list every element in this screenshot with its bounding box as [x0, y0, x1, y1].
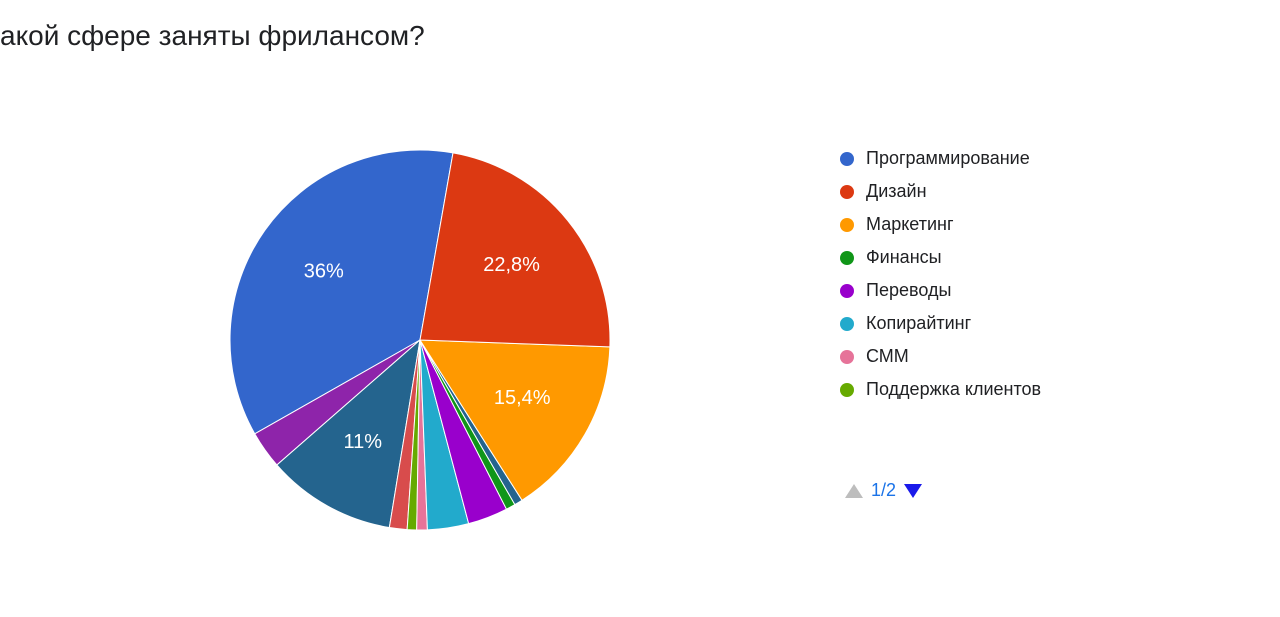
- legend-bullet-icon: [840, 350, 854, 364]
- legend-label: Дизайн: [866, 181, 927, 202]
- legend-label: Финансы: [866, 247, 942, 268]
- legend-bullet-icon: [840, 218, 854, 232]
- pager-down-icon[interactable]: [904, 484, 922, 498]
- legend-item[interactable]: Дизайн: [840, 181, 1041, 202]
- legend-item[interactable]: Финансы: [840, 247, 1041, 268]
- legend-item[interactable]: Копирайтинг: [840, 313, 1041, 334]
- legend-pager: 1/2: [845, 480, 922, 501]
- legend-item[interactable]: Переводы: [840, 280, 1041, 301]
- slice-label: 22,8%: [483, 254, 540, 276]
- legend-item[interactable]: Программирование: [840, 148, 1041, 169]
- legend-bullet-icon: [840, 251, 854, 265]
- chart-title: акой сфере заняты фрилансом?: [0, 20, 425, 52]
- legend-bullet-icon: [840, 152, 854, 166]
- legend-item[interactable]: СММ: [840, 346, 1041, 367]
- pager-up-icon[interactable]: [845, 484, 863, 498]
- legend-label: СММ: [866, 346, 909, 367]
- legend-bullet-icon: [840, 185, 854, 199]
- legend-item[interactable]: Маркетинг: [840, 214, 1041, 235]
- legend-label: Программирование: [866, 148, 1030, 169]
- legend-bullet-icon: [840, 284, 854, 298]
- slice-label: 36%: [304, 260, 344, 282]
- chart-legend: Программирование Дизайн Маркетинг Финансы Пе…: [840, 148, 1041, 412]
- pie-slice[interactable]: [420, 153, 610, 347]
- legend-label: Копирайтинг: [866, 313, 971, 334]
- legend-bullet-icon: [840, 383, 854, 397]
- slice-label: 11%: [343, 431, 382, 453]
- legend-label: Поддержка клиентов: [866, 379, 1041, 400]
- slice-label: 15,4%: [494, 387, 551, 409]
- legend-bullet-icon: [840, 317, 854, 331]
- pie-chart: 36% 11% 15,4% 22,8%: [220, 140, 620, 540]
- pager-label: 1/2: [871, 480, 896, 501]
- legend-label: Маркетинг: [866, 214, 954, 235]
- legend-label: Переводы: [866, 280, 951, 301]
- legend-item[interactable]: Поддержка клиентов: [840, 379, 1041, 400]
